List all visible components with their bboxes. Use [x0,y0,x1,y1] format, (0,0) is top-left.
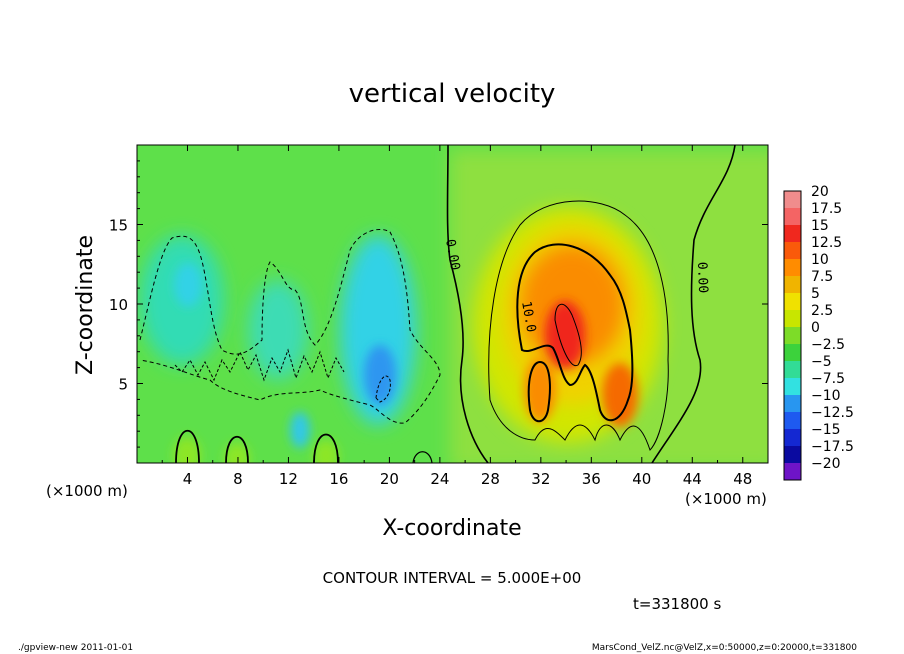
contour-10 [516,243,634,422]
contour-label-zero-left: 0.00 [442,238,462,271]
y-axis-ticks: 5 10 15 [109,160,768,448]
colorbar-swatch [784,225,801,242]
contour-10-left-lobe [527,360,551,423]
colorbar-label: −15 [811,422,841,438]
colorbar-swatch [784,242,801,259]
y-tick-label: 5 [118,376,128,394]
x-tick-label: 44 [683,470,702,488]
downdraft-middle [248,280,308,380]
colorbar-label: −10 [811,388,841,404]
x-axis-label: X-coordinate [382,516,521,541]
colorbar-label: 5 [811,286,820,302]
y-tick-label: 15 [109,217,128,235]
colorbar-label: −12.5 [811,405,854,421]
x-tick-label: 48 [733,470,752,488]
colorbar-swatch [784,378,801,395]
x-tick-label: 4 [183,470,193,488]
x-tick-label: 12 [279,470,298,488]
zero-contour-right [651,145,736,463]
footer-right: MarsCond_VelZ.nc@VelZ,x=0:50000,z=0:2000… [592,643,857,653]
x-tick-label: 32 [531,470,550,488]
neg-contour-noise [174,348,345,382]
zero-contour-bump-3 [313,433,339,463]
x-tick-label: 20 [380,470,399,488]
neg-contour-core [375,375,391,403]
colorbar-label: 15 [811,218,829,234]
colorbar-label: −2.5 [811,337,845,353]
colorbar-label: −20 [811,456,841,472]
colorbar-swatch [784,463,801,480]
colorbar-label: 17.5 [811,201,842,217]
contour-15 [554,303,582,367]
colorbar-swatch [784,361,801,378]
colorbar-swatch [784,259,801,276]
zero-contour-main [446,145,489,463]
colorbar-label: 10 [811,252,829,268]
neg-contour-left [139,228,441,424]
downdraft-main-core [364,345,396,405]
downdraft-left-core [174,263,202,307]
contour-5 [488,200,669,451]
updraft-right-lobe [602,363,638,427]
zero-contour-bump-2 [225,435,249,463]
colorbar-swatch [784,208,801,225]
x-axis-ticks: 4 8 12 16 20 24 28 32 36 40 44 48 [161,145,752,488]
contour-label-zero-right: 0.00 [694,262,710,294]
colorbar-swatch [784,446,801,463]
colorbar-label: 20 [811,184,829,200]
zero-contour-bump-1 [175,430,200,463]
colorbar-swatch [784,276,801,293]
contour-label-ten: 10.0 [518,300,538,333]
colorbar-swatch [784,191,801,208]
colorbar-swatch [784,344,801,361]
x-tick-label: 16 [329,470,348,488]
footer-left: ./gpview-new 2011-01-01 [18,643,133,653]
contour-interval-text: CONTOUR INTERVAL = 5.000E+00 [323,569,582,587]
colorbar-swatch [784,395,801,412]
colorbar-label: 2.5 [811,303,833,319]
surface-bump-2 [224,443,250,463]
downdraft-main [340,235,416,425]
x-tick-label: 8 [233,470,243,488]
colorbar-label: 12.5 [811,235,842,251]
colorbar-label: −5 [811,354,832,370]
y-axis-label: Z-coordinate [73,235,98,375]
x-tick-label: 40 [632,470,651,488]
colorbar-frame [783,190,802,481]
colorbar-label: −17.5 [811,439,854,455]
chart-title: vertical velocity [349,79,556,109]
colorbar: 2017.51512.5107.552.50−2.5−5−7.5−10−12.5… [783,184,854,481]
colorbar-swatch [784,429,801,446]
zero-contour-bump-4 [412,451,433,463]
surface-bump-3 [313,440,339,463]
plot-area [137,145,768,463]
x-unit-left: (×1000 m) [46,482,128,500]
colorbar-label: −7.5 [811,371,845,387]
x-tick-label: 28 [481,470,500,488]
colorbar-label: 7.5 [811,269,833,285]
colorbar-swatch [784,412,801,429]
x-tick-label: 36 [582,470,601,488]
x-unit-right: (×1000 m) [685,490,767,508]
time-text: t=331800 s [633,595,721,613]
x-tick-label: 24 [430,470,449,488]
colorbar-swatch [784,327,801,344]
downdraft-small [290,412,310,448]
colorbar-label: 0 [811,320,820,336]
y-tick-label: 10 [109,296,128,314]
surface-bump-1 [173,437,201,463]
colorbar-swatch [784,310,801,327]
colorbar-swatch [784,293,801,310]
